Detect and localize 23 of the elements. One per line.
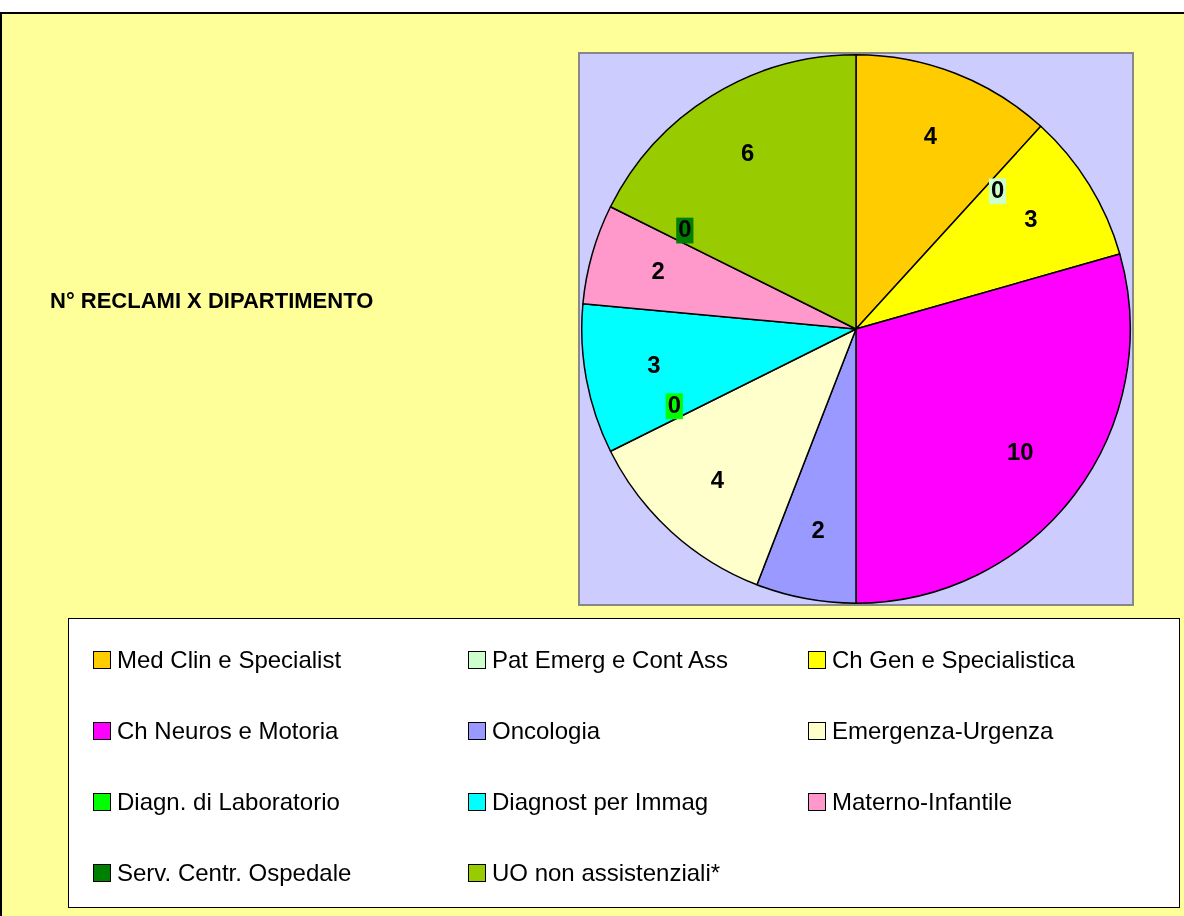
- legend-label: Diagn. di Laboratorio: [117, 787, 340, 816]
- data-label: 4: [923, 121, 938, 149]
- legend-label: UO non assistenziali*: [492, 858, 721, 887]
- legend-label: Emergenza-Urgenza: [832, 716, 1054, 745]
- legend-label: Serv. Centr. Ospedale: [117, 858, 352, 887]
- data-label: 6: [741, 138, 755, 166]
- legend-label: Med Clin e Specialist: [117, 645, 342, 674]
- legend-label: Ch Gen e Specialistica: [832, 645, 1075, 674]
- data-label: 3: [647, 351, 661, 379]
- data-label: 4: [710, 465, 725, 493]
- legend-label: Ch Neuros e Motoria: [117, 716, 339, 745]
- text: 0: [678, 215, 692, 243]
- text: N° RECLAMI X DIPARTIMENTO: [50, 288, 374, 314]
- legend-label: Materno-Infantile: [832, 787, 1013, 816]
- data-label: 2: [811, 515, 825, 543]
- legend-label: Pat Emerg e Cont Ass: [492, 645, 729, 674]
- data-label: 10: [1006, 437, 1034, 465]
- legend-label: Oncologia: [492, 716, 601, 745]
- legend-label: Diagnost per Immag: [492, 787, 709, 816]
- data-label: 2: [651, 257, 665, 285]
- text: 0: [990, 175, 1005, 203]
- text: 0: [667, 390, 681, 418]
- data-label: 3: [1024, 205, 1038, 233]
